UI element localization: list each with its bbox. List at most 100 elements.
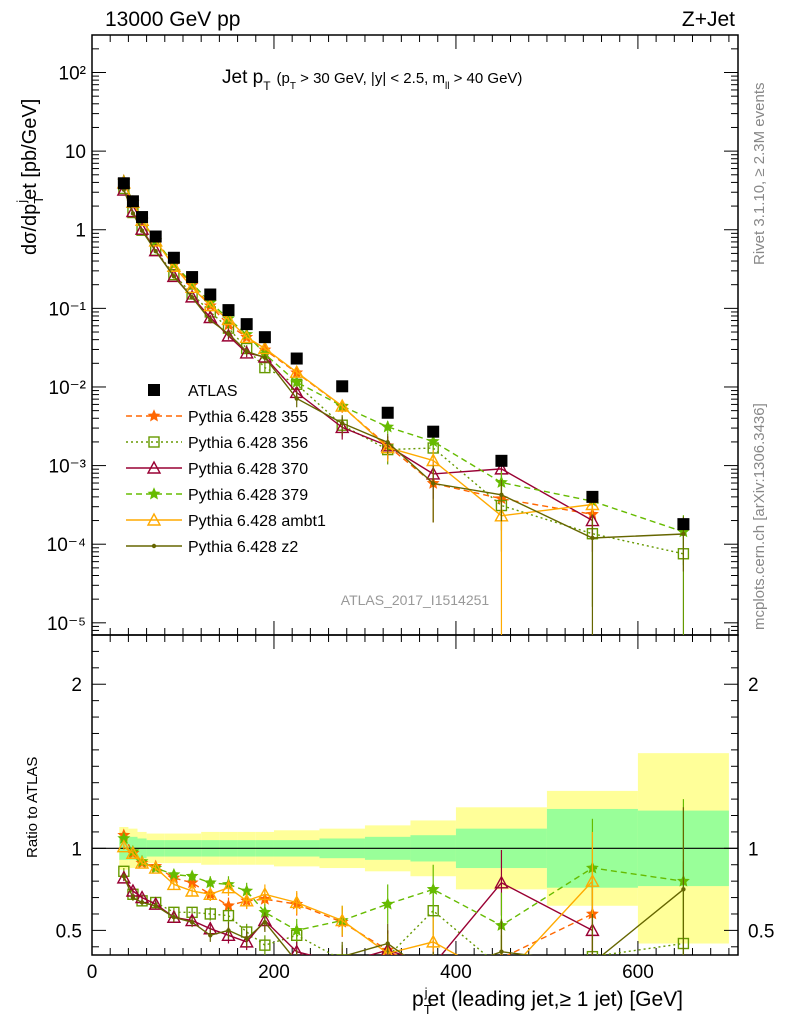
ratio-tick-label: 0.5 [56, 921, 82, 942]
data-point [585, 497, 600, 511]
ratio-tick-label-right: 2 [748, 675, 759, 696]
ratio-line [123, 838, 684, 932]
data-point [426, 453, 441, 467]
data-point [426, 934, 441, 948]
data-point [167, 251, 180, 264]
x-tick-label: 200 [258, 962, 290, 983]
xlabel-sup: j [424, 985, 428, 1000]
data-point [166, 258, 182, 272]
ratio-tick-label: 1 [71, 839, 82, 860]
data-point [171, 915, 177, 920]
data-point [204, 288, 217, 301]
data-point [186, 271, 199, 284]
data-point [427, 959, 439, 970]
xlabel-rest: et (leading jet,≥ 1 jet) [GeV] [428, 988, 684, 1011]
legend-label: Pythia 6.428 355 [188, 409, 308, 426]
data-point [147, 409, 161, 422]
data-point [257, 340, 273, 355]
data-point [184, 883, 200, 897]
data-point [153, 903, 158, 908]
data-point [340, 954, 344, 955]
y-tick-label: 1 [75, 221, 86, 242]
data-point [244, 349, 249, 354]
legend-item: Pythia 6.428 370 [126, 460, 308, 478]
data-point [148, 860, 163, 874]
data-point [153, 249, 158, 254]
data-point [289, 895, 304, 909]
data-point [239, 934, 254, 948]
data-point [239, 329, 254, 344]
data-point [166, 268, 182, 283]
data-point [146, 460, 162, 474]
data-point [222, 909, 235, 922]
data-point [426, 882, 440, 895]
data-point [221, 880, 236, 894]
data-point [166, 876, 182, 891]
y-tick-label: 10² [59, 64, 86, 85]
data-point [426, 434, 440, 448]
x-tick-label: 600 [622, 962, 654, 983]
data-point [499, 492, 504, 497]
ylabel-main-end: et [pb/GeV] [19, 99, 41, 200]
data-point [381, 406, 394, 419]
main-y-axis: 10⁻⁵ 10⁻⁴ 10⁻³ 10⁻² 10⁻¹ 1 10 10² [47, 34, 738, 636]
data-point [259, 939, 271, 951]
ylabel-main-sub: T [31, 196, 46, 204]
data-point [148, 243, 163, 257]
x-tick-label: 400 [440, 962, 472, 983]
data-point [336, 957, 348, 968]
legend-label: ATLAS [188, 383, 238, 400]
legend-label: Pythia 6.428 379 [188, 487, 308, 504]
analysis-id: ATLAS_2017_I1514251 [341, 592, 490, 608]
legend: ATLAS Pythia 6.428 355 Pythia 6.428 356 Pyt… [126, 383, 326, 556]
y-tick-label: 10⁻⁴ [47, 535, 86, 556]
data-point [590, 961, 594, 965]
data-point [117, 177, 130, 190]
y-tick-label: 10⁻¹ [49, 299, 87, 320]
legend-label: Pythia 6.428 356 [188, 435, 308, 452]
ratio-line [123, 846, 593, 955]
data-point [204, 908, 216, 920]
y-tick-label: 10⁻⁵ [47, 614, 86, 635]
data-point [130, 211, 136, 216]
main-series [116, 173, 690, 635]
data-point [380, 942, 395, 955]
data-point [203, 298, 218, 312]
plot-title-cuts-rest: > 30 GeV, |y| < 2.5, m [296, 70, 445, 87]
data-point [336, 954, 348, 955]
data-point [134, 221, 150, 235]
data-point [244, 936, 249, 941]
data-point [208, 318, 213, 323]
data-point [290, 352, 303, 365]
ratio-tick-label: 2 [71, 675, 82, 696]
data-point [184, 279, 200, 294]
data-point [258, 331, 271, 344]
data-point [586, 490, 599, 503]
series-line [123, 189, 684, 539]
data-point [221, 312, 236, 326]
header-process: Z+Jet [682, 8, 735, 31]
plot-title-main: Jet p [222, 67, 263, 88]
data-point [151, 543, 157, 549]
legend-item: Pythia 6.428 356 [126, 435, 308, 452]
ratio-series-4 [116, 831, 600, 955]
plot-title-cuts-end: > 40 GeV) [449, 70, 522, 87]
data-point [185, 869, 199, 882]
data-point [385, 440, 390, 445]
legend-label: Pythia 6.428 ambt1 [188, 513, 326, 530]
data-point [221, 927, 236, 942]
data-point [226, 331, 231, 336]
mcplots-text: mcplots.cern.ch [arXiv:1306.3436] [751, 403, 768, 630]
data-point [294, 396, 299, 401]
data-point [430, 481, 436, 486]
data-point [681, 531, 686, 537]
ylabel-main-text: dσ/dp [19, 204, 41, 255]
main-y-axis-label: dσ/dpTjet [pb/GeV] [14, 99, 46, 255]
main-series-3 [117, 174, 690, 566]
data-point [495, 454, 508, 467]
plot-title-main-sub: T [263, 79, 271, 93]
data-point [428, 970, 439, 981]
rivet-version-text: Rivet 3.1.10, ≥ 2.3M events [751, 83, 768, 266]
data-point [146, 512, 162, 526]
legend-label: Pythia 6.428 370 [188, 461, 308, 478]
